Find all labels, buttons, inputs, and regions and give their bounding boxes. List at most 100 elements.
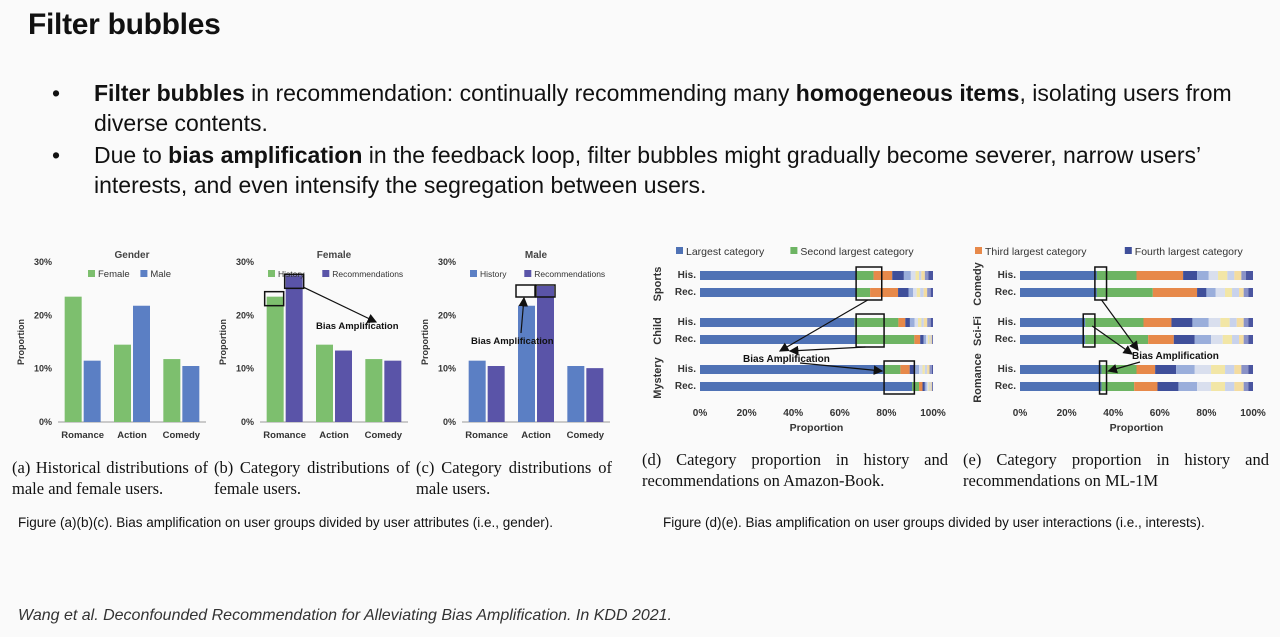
stack-segment xyxy=(929,382,931,391)
stack-segment xyxy=(700,365,885,374)
stack-segment xyxy=(1215,288,1226,297)
stack-segment xyxy=(1183,271,1198,280)
y-tick-label: 10% xyxy=(34,364,52,374)
stack-segment xyxy=(922,382,925,391)
bias-arrow xyxy=(303,286,378,323)
chart-title: Male xyxy=(525,250,548,261)
x-tick-label: Comedy xyxy=(365,430,403,441)
caption-b: (b) Category distributions of female use… xyxy=(214,458,410,498)
stack-segment xyxy=(1243,318,1249,327)
group-label: Child xyxy=(652,317,664,345)
stack-segment xyxy=(921,271,925,280)
stack-segment xyxy=(1211,365,1226,374)
stack-segment xyxy=(870,288,899,297)
stack-segment xyxy=(1148,335,1174,344)
stack-segment xyxy=(856,271,874,280)
bullet-run: in the feedback loop, filter bubbles mig… xyxy=(94,142,1201,198)
x-axis-label: Proportion xyxy=(790,422,844,434)
stack-segment xyxy=(1234,271,1242,280)
x-tick-label: Action xyxy=(117,430,147,441)
stack-segment xyxy=(908,288,914,297)
bias-amplification-label: Bias Amplification xyxy=(316,321,399,332)
bar-history-action xyxy=(316,344,333,422)
stack-segment xyxy=(910,271,916,280)
stack-segment xyxy=(700,288,857,297)
stack-segment xyxy=(1248,365,1253,374)
stack-segment xyxy=(905,318,910,327)
stack-segment xyxy=(930,288,933,297)
stack-segment xyxy=(1101,382,1135,391)
row-label: Rec. xyxy=(995,287,1016,298)
x-tick-label: Action xyxy=(319,430,349,441)
stack-segment xyxy=(1143,318,1172,327)
bullet-run: Filter bubbles xyxy=(94,80,245,106)
bias-arrow xyxy=(1107,361,1141,374)
caption-c: (c) Category distributions of male users… xyxy=(416,458,612,498)
row-label: His. xyxy=(998,270,1017,281)
row-label: His. xyxy=(998,317,1017,328)
bar-female-romance xyxy=(64,296,82,422)
bullet-run: , isolating users from diverse contents. xyxy=(94,80,1232,136)
bias-arrow xyxy=(788,345,866,356)
y-axis-label: Proportion xyxy=(16,319,26,365)
group-label: Comedy xyxy=(972,261,984,305)
stack-segment xyxy=(1176,365,1195,374)
legend-swatch xyxy=(790,247,798,254)
x-tick-label: 40% xyxy=(783,408,803,419)
bullet-run: homogeneous items xyxy=(795,80,1020,106)
stack-segment xyxy=(1085,335,1149,344)
stack-segment xyxy=(1171,318,1193,327)
stack-segment xyxy=(1227,271,1235,280)
stack-segment xyxy=(1225,288,1233,297)
stack-segment xyxy=(927,365,930,374)
bullet-text-2: Due to bias amplification in the feedbac… xyxy=(94,142,1200,198)
stack-segment xyxy=(918,318,922,327)
legend-swatch xyxy=(88,270,95,277)
stack-segment xyxy=(1218,271,1228,280)
stack-segment xyxy=(1225,382,1235,391)
stack-segment xyxy=(914,318,919,327)
row-label: His. xyxy=(678,317,697,328)
highlight-box xyxy=(883,360,916,395)
highlight-box-history xyxy=(515,284,536,298)
highlight-box xyxy=(855,266,883,301)
stack-segment xyxy=(924,271,929,280)
stack-segment xyxy=(928,271,933,280)
stack-segment xyxy=(923,288,928,297)
y-tick-label: 30% xyxy=(438,257,456,267)
stack-segment xyxy=(909,365,915,374)
stack-segment xyxy=(1208,318,1221,327)
stack-segment xyxy=(927,318,931,327)
stack-segment xyxy=(1136,365,1156,374)
y-tick-label: 10% xyxy=(438,364,456,374)
y-tick-label: 30% xyxy=(236,257,254,267)
row-label: Rec. xyxy=(675,287,696,298)
legend-label: Recommendations xyxy=(534,269,605,279)
stack-segment xyxy=(898,288,909,297)
legend-label: History xyxy=(480,269,507,279)
stack-segment xyxy=(1248,318,1253,327)
stack-segment xyxy=(1234,365,1242,374)
bullet-text-1: Filter bubbles in recommendation: contin… xyxy=(94,80,1232,136)
bias-arrow xyxy=(518,296,529,334)
bar-male-romance xyxy=(83,360,101,422)
stack-segment xyxy=(914,365,920,374)
x-tick-label: 80% xyxy=(876,408,896,419)
stack-segment xyxy=(923,318,928,327)
stack-segment xyxy=(1243,382,1249,391)
stack-segment xyxy=(912,382,920,391)
x-tick-label: 60% xyxy=(830,408,850,419)
row-label: His. xyxy=(998,364,1017,375)
x-tick-label: 0% xyxy=(693,408,708,419)
caption-d: (d) Category proportion in history and r… xyxy=(642,450,948,490)
group-label: Romance xyxy=(972,353,984,403)
x-axis-label: Proportion xyxy=(1110,422,1164,434)
stack-segment xyxy=(931,335,933,344)
stack-segment xyxy=(929,335,931,344)
bias-amplification-label: Bias Amplification xyxy=(1132,351,1219,362)
highlight-box-history xyxy=(263,290,285,307)
stack-segment xyxy=(1232,288,1240,297)
bar-history-romance xyxy=(468,360,486,422)
highlight-box xyxy=(1094,266,1108,301)
highlight-box-recommendation xyxy=(535,284,556,298)
